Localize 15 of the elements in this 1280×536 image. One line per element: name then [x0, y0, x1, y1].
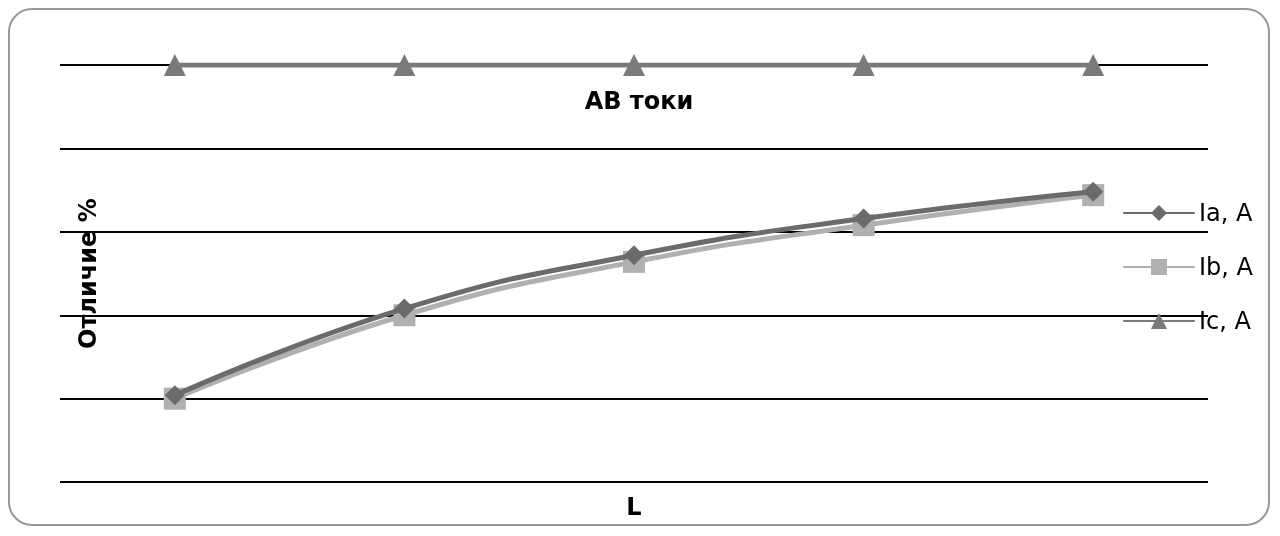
point [852, 54, 875, 76]
legend-label: Ic, A [1199, 307, 1252, 335]
x-axis-title: L [626, 493, 642, 521]
text: АВ токи [584, 87, 694, 115]
point [394, 298, 415, 319]
legend-label: Ib, A [1199, 253, 1254, 281]
point [163, 54, 186, 76]
point [1082, 54, 1105, 76]
y-axis-title: Отличие % [74, 198, 102, 349]
point [623, 54, 645, 76]
point [393, 54, 416, 76]
point [624, 245, 644, 266]
point [853, 208, 874, 229]
point [1083, 181, 1104, 202]
legend-label: Ia, A [1199, 199, 1254, 227]
